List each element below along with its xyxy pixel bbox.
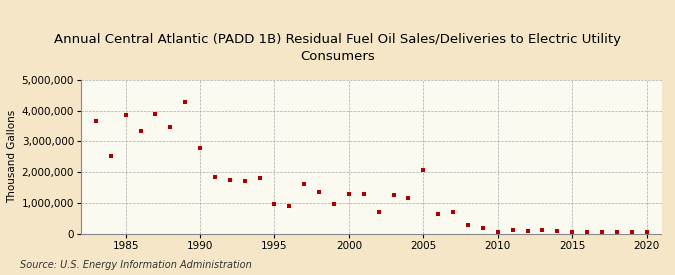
Text: Annual Central Atlantic (PADD 1B) Residual Fuel Oil Sales/Deliveries to Electric: Annual Central Atlantic (PADD 1B) Residu…	[54, 33, 621, 63]
Y-axis label: Thousand Gallons: Thousand Gallons	[7, 110, 18, 204]
Text: Source: U.S. Energy Information Administration: Source: U.S. Energy Information Administ…	[20, 260, 252, 270]
